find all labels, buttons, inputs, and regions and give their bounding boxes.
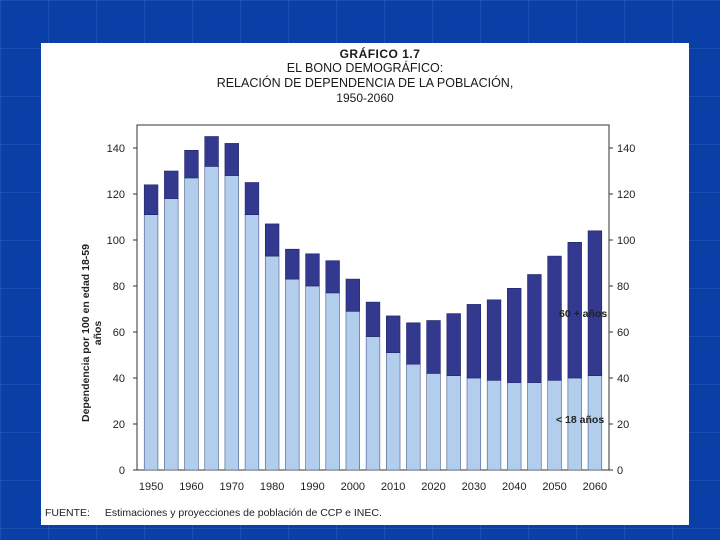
bar-under-18 <box>507 382 522 471</box>
y-tick-label-left: 80 <box>113 281 125 293</box>
x-tick-label: 2050 <box>542 481 566 493</box>
chart-title-line2: RELACIÓN DE DEPENDENCIA DE LA POBLACIÓN, <box>216 76 514 90</box>
bar-under-18 <box>224 175 239 471</box>
bar-60-plus <box>406 322 421 365</box>
y-tick-label-right: 100 <box>617 235 635 247</box>
y-tick-label-right: 120 <box>617 189 635 201</box>
bar-60-plus <box>527 274 542 383</box>
bar-60-plus <box>466 304 482 379</box>
chart-title-line1: EL BONO DEMOGRÁFICO: <box>286 61 444 75</box>
x-tick-label: 2060 <box>583 481 607 493</box>
y-axis-label: Dependencia por 100 en edad 18-59 años <box>80 244 104 422</box>
legend-60-plus: 60 + años <box>559 308 608 320</box>
bar-under-18 <box>446 375 461 471</box>
bar-60-plus <box>365 301 381 337</box>
y-tick-label-left: 120 <box>107 189 125 201</box>
bar-under-18 <box>406 363 421 471</box>
bar-60-plus <box>285 248 300 280</box>
y-tick-label-left: 60 <box>113 327 125 339</box>
bar-under-18 <box>244 214 260 471</box>
x-tick-label: 2030 <box>462 481 486 493</box>
x-tick-label: 2000 <box>341 481 365 493</box>
bar-under-18 <box>386 352 401 471</box>
y-tick-label-left: 140 <box>107 143 125 155</box>
bar-60-plus <box>325 260 340 294</box>
bar-under-18 <box>264 255 280 471</box>
bar-under-18 <box>426 373 441 471</box>
bar-60-plus <box>244 182 260 216</box>
x-tick-label: 1990 <box>300 481 324 493</box>
bar-under-18 <box>143 214 159 471</box>
bar-60-plus <box>567 242 582 379</box>
bar-60-plus <box>164 170 179 199</box>
bar-60-plus <box>426 320 441 374</box>
bar-60-plus <box>446 313 461 377</box>
bar-under-18 <box>184 177 199 471</box>
bar-under-18 <box>285 278 300 471</box>
y-tick-label-left: 0 <box>119 465 125 477</box>
bar-60-plus <box>224 143 239 176</box>
bar-60-plus <box>143 184 159 216</box>
bar-under-18 <box>527 382 542 471</box>
x-tick-label: 1980 <box>260 481 284 493</box>
bar-under-18 <box>365 336 381 471</box>
bar-60-plus <box>305 253 320 287</box>
bar-under-18 <box>164 198 179 471</box>
x-tick-label: 1970 <box>220 481 244 493</box>
y-tick-label-left: 100 <box>107 235 125 247</box>
bar-60-plus <box>547 255 562 381</box>
x-tick-label: 1950 <box>139 481 163 493</box>
chart-number: GRÁFICO 1.7 <box>339 47 421 61</box>
y-tick-label-right: 20 <box>617 419 629 431</box>
source-note: FUENTE: Estimaciones y proyecciones de p… <box>45 507 382 519</box>
bar-under-18 <box>204 166 219 471</box>
chart-panel: GRÁFICO 1.7 EL BONO DEMOGRÁFICO: RELACIÓ… <box>41 43 689 525</box>
x-tick-label: 2040 <box>502 481 526 493</box>
bar-60-plus <box>587 230 603 376</box>
bar-60-plus <box>386 315 401 353</box>
source-text: Estimaciones y proyecciones de población… <box>104 507 382 519</box>
bar-60-plus <box>204 136 219 167</box>
legend-under-18: < 18 años <box>556 414 605 426</box>
y-tick-label-right: 80 <box>617 281 629 293</box>
x-tick-label: 2020 <box>421 481 445 493</box>
chart-bars <box>143 136 603 471</box>
bar-60-plus <box>345 278 360 312</box>
y-tick-label-left: 40 <box>113 373 125 385</box>
y-tick-label-right: 0 <box>617 465 623 477</box>
bar-60-plus <box>264 223 280 257</box>
bar-under-18 <box>486 379 502 471</box>
bar-under-18 <box>305 285 320 471</box>
bar-under-18 <box>325 292 340 471</box>
y-tick-label-right: 60 <box>617 327 629 339</box>
bar-60-plus <box>507 288 522 383</box>
source-label: FUENTE: <box>45 507 90 519</box>
bar-60-plus <box>184 150 199 179</box>
x-tick-label: 1960 <box>179 481 203 493</box>
x-tick-label: 2010 <box>381 481 405 493</box>
bar-under-18 <box>345 310 360 471</box>
bar-under-18 <box>466 377 482 471</box>
y-tick-label-right: 140 <box>617 143 635 155</box>
chart-titles: GRÁFICO 1.7 EL BONO DEMOGRÁFICO: RELACIÓ… <box>41 47 689 105</box>
bar-60-plus <box>486 299 502 381</box>
chart-title-years: 1950-2060 <box>336 91 394 105</box>
y-tick-label-right: 40 <box>617 373 629 385</box>
y-tick-label-left: 20 <box>113 419 125 431</box>
